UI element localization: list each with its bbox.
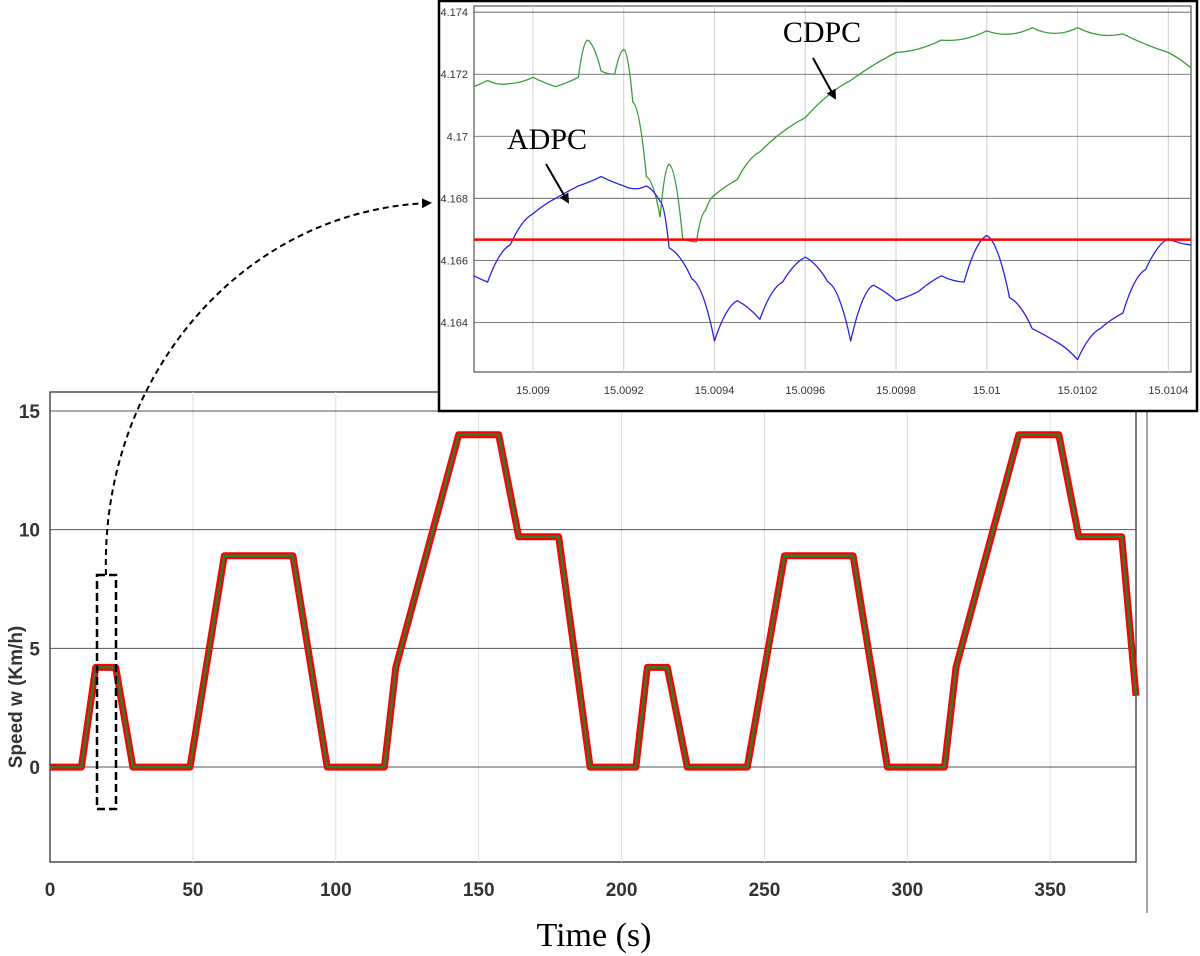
main-x-tick-label: 350 — [1034, 880, 1066, 901]
main-grid — [50, 392, 1136, 862]
main-x-axis-label: Time (s) — [537, 917, 652, 954]
main-x-tick-label: 150 — [463, 880, 495, 901]
inset-y-tick-label: 4.174 — [440, 7, 468, 19]
inset-plot-frame — [473, 5, 1192, 373]
inset-x-tick-label: 15.0096 — [785, 385, 825, 397]
main-x-tick-label: 200 — [606, 880, 638, 901]
main-x-tick-label: 0 — [45, 880, 56, 901]
adpc-pointer-arrow — [545, 163, 570, 204]
main-y-axis-label: Speed w (Km/h) — [6, 626, 27, 769]
main-y-tick-label: 0 — [29, 758, 40, 779]
inset-x-tick-label: 15.0104 — [1148, 385, 1188, 397]
main-x-tick-label: 50 — [182, 880, 203, 901]
main-y-tick-label: 15 — [19, 402, 41, 423]
main-x-tick-label: 250 — [749, 880, 781, 901]
inset-x-tick-label: 15.0098 — [876, 385, 916, 397]
inset-y-tick-label: 4.172 — [440, 69, 468, 81]
inset-y-tick-labels: 4.164 4.166 4.168 4.17 4.172 4.174 — [440, 7, 468, 329]
inset-y-tick-label: 4.164 — [440, 317, 468, 329]
inset-series-group — [473, 27, 1192, 361]
main-series-line-inner — [50, 433, 1138, 769]
cdpc-pointer-arrow — [812, 57, 836, 100]
zoom-region-box — [95, 573, 118, 811]
inset-x-tick-label: 15.009 — [516, 385, 550, 397]
main-speed-chart: 0 50 100 150 200 250 300 350 0 5 10 15 Speed w (Km… — [6, 198, 1148, 954]
adpc-label: ADPC — [507, 123, 587, 156]
inset-series-adpc — [473, 175, 1192, 361]
main-y-tick-labels: 0 5 10 15 — [19, 402, 41, 779]
main-plot-frame — [49, 391, 1137, 863]
inset-y-tick-label: 4.168 — [440, 193, 468, 205]
inset-grid — [474, 6, 1191, 372]
cdpc-label: CDPC — [783, 16, 861, 49]
zoom-connector-arrow — [104, 198, 432, 576]
inset-x-tick-label: 15.0092 — [604, 385, 644, 397]
inset-y-tick-label: 4.17 — [447, 131, 468, 143]
inset-x-tick-labels: 15.009 15.0092 15.0094 15.0096 15.0098 15.01 1… — [516, 385, 1188, 397]
inset-x-tick-label: 15.0102 — [1058, 385, 1098, 397]
main-x-tick-label: 300 — [892, 880, 924, 901]
inset-y-tick-label: 4.166 — [440, 255, 468, 267]
main-y-tick-label: 10 — [19, 521, 40, 542]
main-series-group — [50, 431, 1140, 771]
inset-zoom-chart: 15.009 15.0092 15.0094 15.0096 15.0098 15.01 1… — [437, 0, 1199, 413]
inset-x-tick-label: 15.0094 — [695, 385, 735, 397]
inset-x-tick-label: 15.01 — [973, 385, 1001, 397]
main-x-tick-labels: 0 50 100 150 200 250 300 350 — [45, 880, 1066, 901]
main-y-tick-label: 5 — [29, 639, 40, 660]
main-x-tick-label: 100 — [320, 880, 352, 901]
